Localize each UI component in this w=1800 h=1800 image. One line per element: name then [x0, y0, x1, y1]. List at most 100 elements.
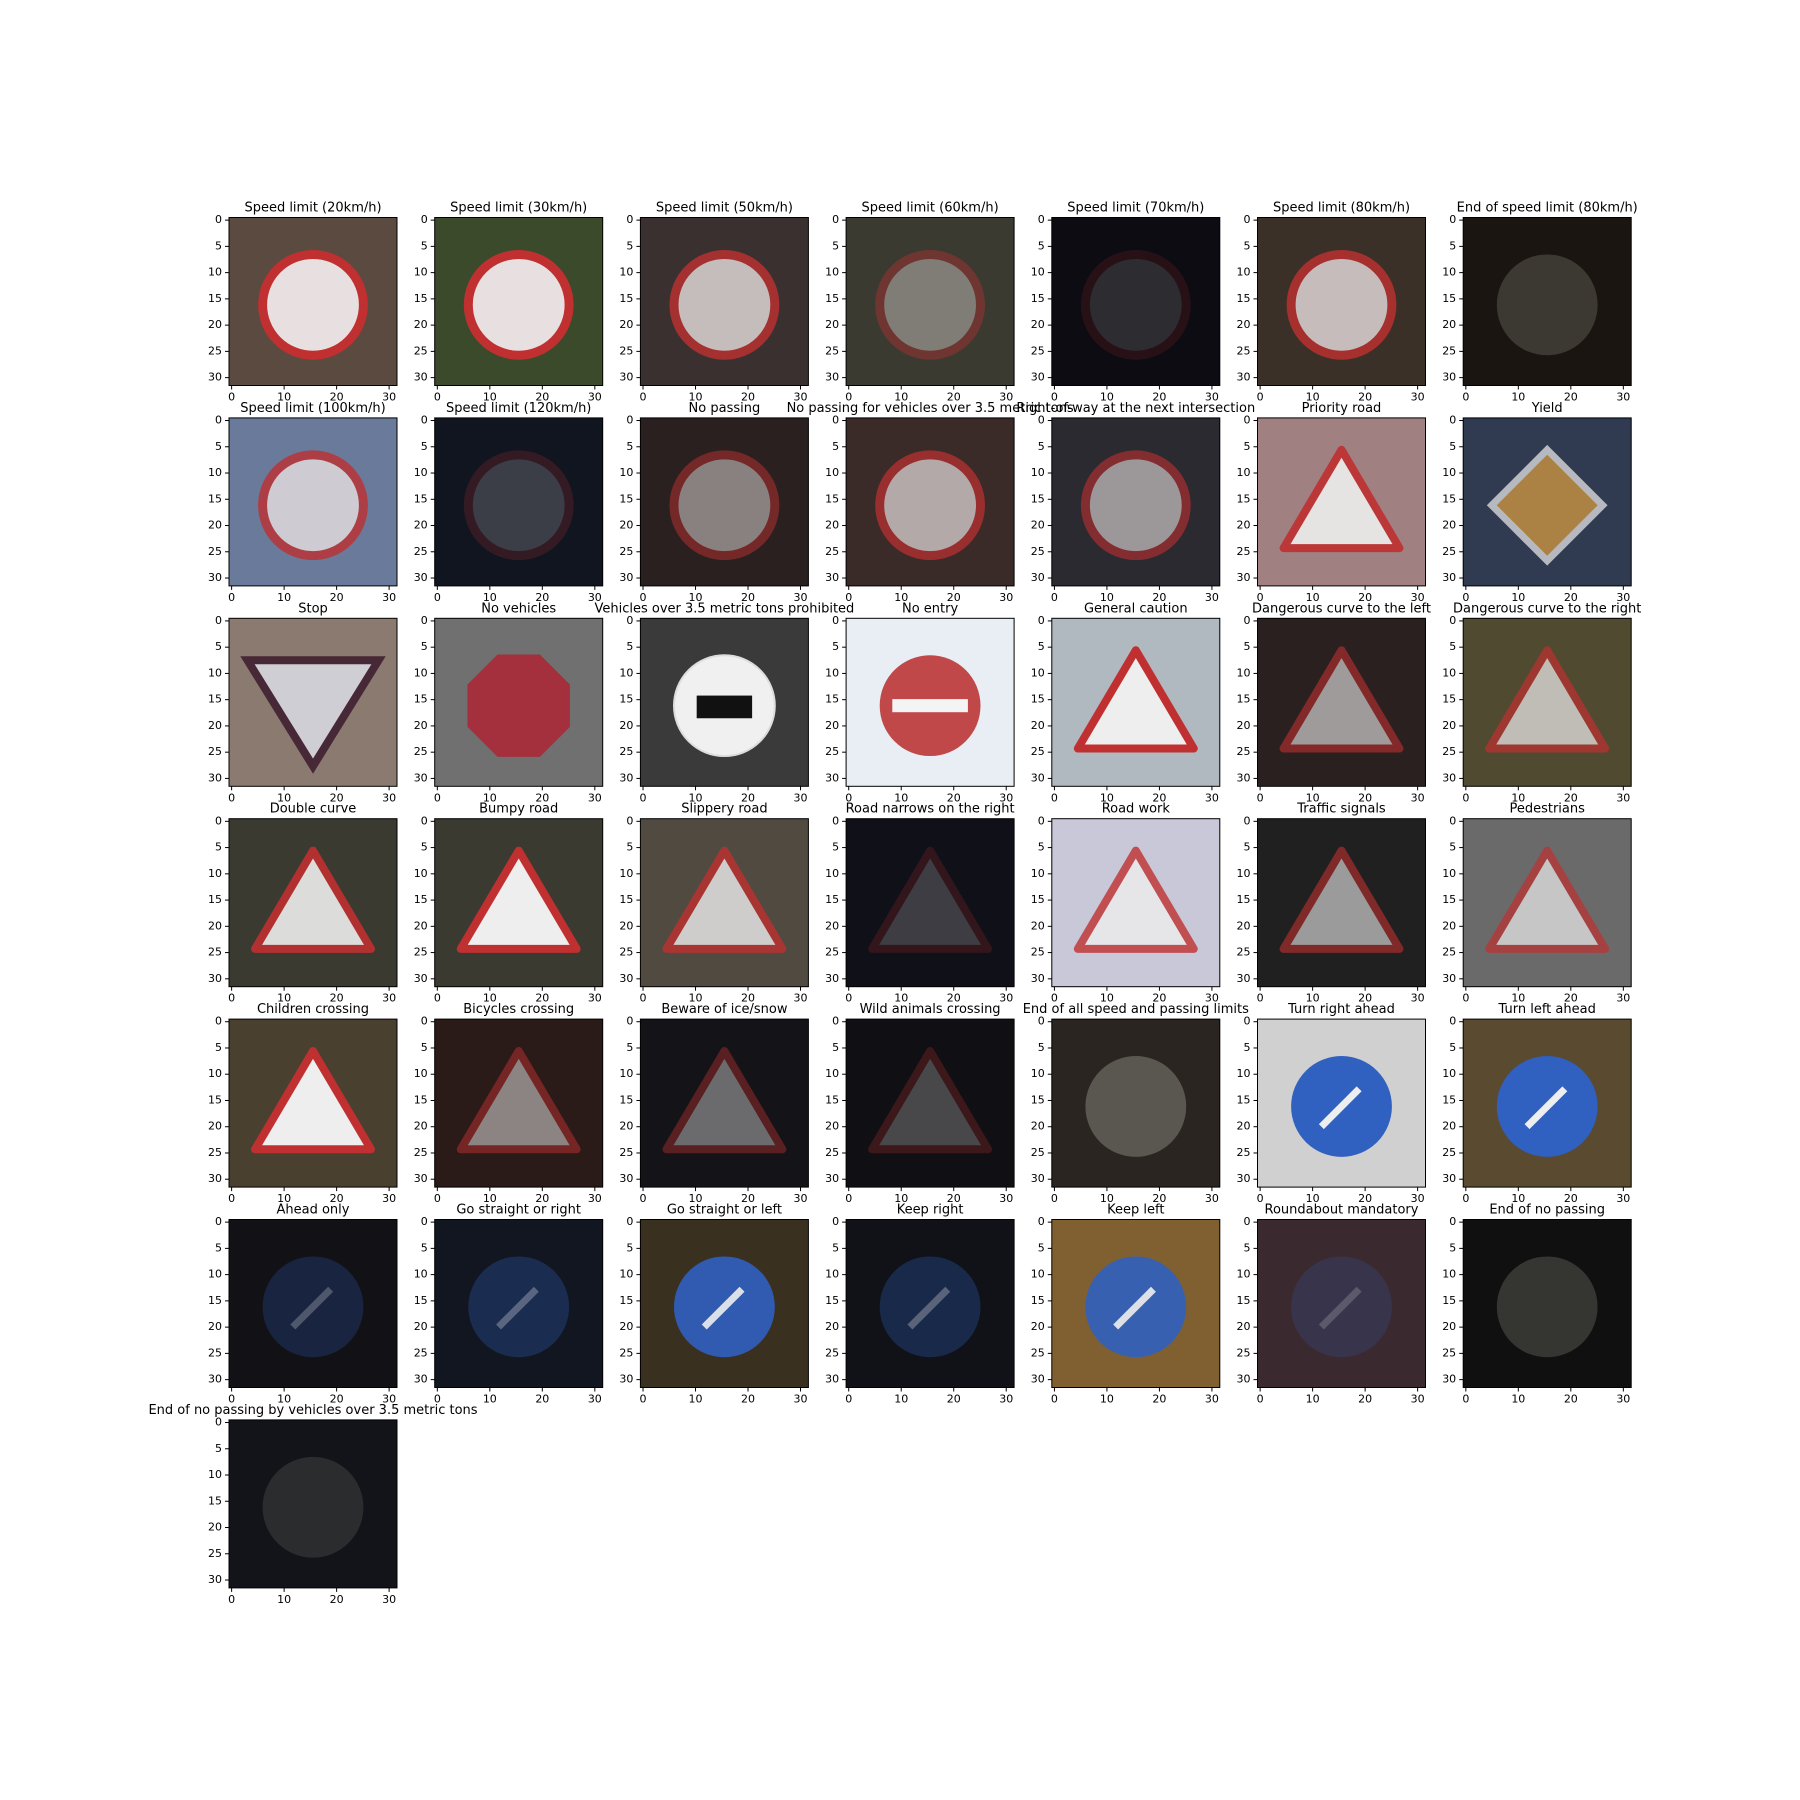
subplot: No entry 0 10 20 30 0 5 10 15 20 25 30 — [825, 601, 1015, 804]
axes-frame — [1051, 417, 1221, 587]
y-tick-label: 25 — [825, 344, 839, 357]
x-tick-label: 0 — [228, 391, 235, 404]
sign-image — [1463, 217, 1632, 386]
sign-shape — [1485, 646, 1610, 753]
y-tick-label: 15 — [619, 292, 633, 305]
image-background — [1463, 217, 1632, 386]
y-tick-label: 25 — [414, 344, 428, 357]
axes-frame — [845, 818, 1015, 988]
y-tick-label: 20 — [619, 1120, 633, 1133]
subplot-title: Beware of ice/snow — [661, 1002, 787, 1017]
sign-shape — [1279, 646, 1404, 753]
x-tick-label: 0 — [228, 1593, 235, 1606]
x-tick-label: 0 — [1257, 391, 1264, 404]
y-tick-label: 5 — [1244, 640, 1251, 653]
x-tick-label: 30 — [1205, 391, 1219, 404]
y-tick-label: 0 — [421, 1215, 428, 1228]
x-tick-label: 0 — [1462, 791, 1469, 804]
x-tick-label: 0 — [1257, 1393, 1264, 1406]
y-tick-label: 30 — [414, 1172, 428, 1185]
y-tick-label: 20 — [1237, 1320, 1251, 1333]
y-tick-label: 0 — [1244, 1215, 1251, 1228]
y-tick-label: 5 — [1038, 440, 1045, 453]
y-tick-label: 30 — [1237, 571, 1251, 584]
y-tick-label: 30 — [1237, 371, 1251, 384]
x-tick-label: 20 — [947, 1192, 961, 1205]
subplot-title: Keep left — [1107, 1203, 1164, 1218]
y-tick-label: 10 — [825, 867, 839, 880]
x-tick-label: 10 — [1100, 992, 1114, 1005]
y-tick-label: 25 — [208, 344, 222, 357]
x-tick-label: 0 — [845, 391, 852, 404]
y-tick-label: 20 — [619, 318, 633, 331]
x-tick-label: 10 — [1306, 391, 1320, 404]
y-tick-label: 5 — [421, 841, 428, 854]
y-tick-label: 5 — [1449, 841, 1456, 854]
axes-frame — [434, 617, 604, 787]
y-tick-label: 10 — [414, 1067, 428, 1080]
sign-shape — [1073, 846, 1198, 953]
y-tick-label: 0 — [1449, 414, 1456, 427]
y-tick-label: 30 — [825, 1172, 839, 1185]
x-tick-label: 0 — [228, 1393, 235, 1406]
y-tick-label: 10 — [1237, 266, 1251, 279]
y-tick-label: 20 — [208, 1521, 222, 1534]
image-background — [434, 417, 603, 586]
subplot-title: Dangerous curve to the right — [1453, 601, 1641, 616]
y-tick-label: 20 — [1031, 519, 1045, 532]
y-tick-label: 10 — [619, 266, 633, 279]
y-tick-label: 10 — [825, 466, 839, 479]
x-tick-label: 0 — [845, 1192, 852, 1205]
sign-image — [1257, 1019, 1426, 1188]
subplot-title: Speed limit (60km/h) — [862, 201, 999, 216]
y-tick-label: 25 — [825, 1146, 839, 1159]
subplot-title: General caution — [1084, 601, 1188, 616]
y-tick-label: 0 — [832, 814, 839, 827]
y-tick-label: 0 — [626, 1015, 633, 1028]
x-tick-label: 30 — [588, 992, 602, 1005]
y-tick-label: 15 — [825, 693, 839, 706]
y-tick-label: 25 — [1031, 745, 1045, 758]
image-background — [229, 1219, 397, 1388]
y-tick-label: 0 — [1038, 814, 1045, 827]
y-tick-label: 15 — [1237, 492, 1251, 505]
subplot: General caution 0 10 20 30 0 5 10 15 20 25 30 — [1031, 601, 1221, 804]
y-tick-label: 5 — [832, 640, 839, 653]
x-tick-label: 30 — [1411, 591, 1425, 604]
subplot: Bicycles crossing 0 10 20 30 0 5 10 15 20 25 30 — [414, 1002, 604, 1205]
y-tick-label: 15 — [825, 1294, 839, 1307]
subplot-title: Double curve — [270, 802, 357, 817]
subplot: Go straight or right 0 10 20 30 0 5 10 15 20 25 30 — [414, 1203, 604, 1406]
sign-image — [229, 1419, 397, 1588]
subplot: Vehicles over 3.5 metric tons prohibited… — [594, 601, 854, 804]
axes-frame — [639, 1018, 809, 1188]
y-tick-label: 5 — [215, 640, 222, 653]
sign-image — [1051, 1219, 1220, 1388]
y-tick-label: 20 — [825, 919, 839, 932]
y-tick-label: 10 — [1237, 1268, 1251, 1281]
x-tick-label: 0 — [640, 791, 647, 804]
x-tick-label: 10 — [894, 391, 908, 404]
x-tick-label: 0 — [1462, 391, 1469, 404]
x-tick-label: 30 — [1411, 1393, 1425, 1406]
x-tick-label: 20 — [330, 1593, 344, 1606]
axes-frame — [434, 217, 604, 386]
sign-shape — [669, 450, 780, 561]
sign-symbol — [1318, 1086, 1362, 1130]
sign-shape — [456, 846, 581, 953]
y-tick-label: 25 — [208, 946, 222, 959]
image-background — [229, 1419, 397, 1588]
x-tick-label: 20 — [1358, 791, 1372, 804]
y-tick-label: 5 — [1244, 841, 1251, 854]
subplot: Ahead only 0 10 20 30 0 5 10 15 20 25 30 — [208, 1203, 398, 1406]
y-tick-label: 15 — [1237, 1294, 1251, 1307]
subplot-title: Wild animals crossing — [860, 1002, 1001, 1017]
sign-symbol — [696, 695, 753, 719]
sign-symbol — [290, 1286, 334, 1330]
x-tick-label: 10 — [277, 391, 291, 404]
y-tick-label: 5 — [421, 239, 428, 252]
y-tick-label: 25 — [1031, 545, 1045, 558]
y-tick-label: 25 — [619, 344, 633, 357]
